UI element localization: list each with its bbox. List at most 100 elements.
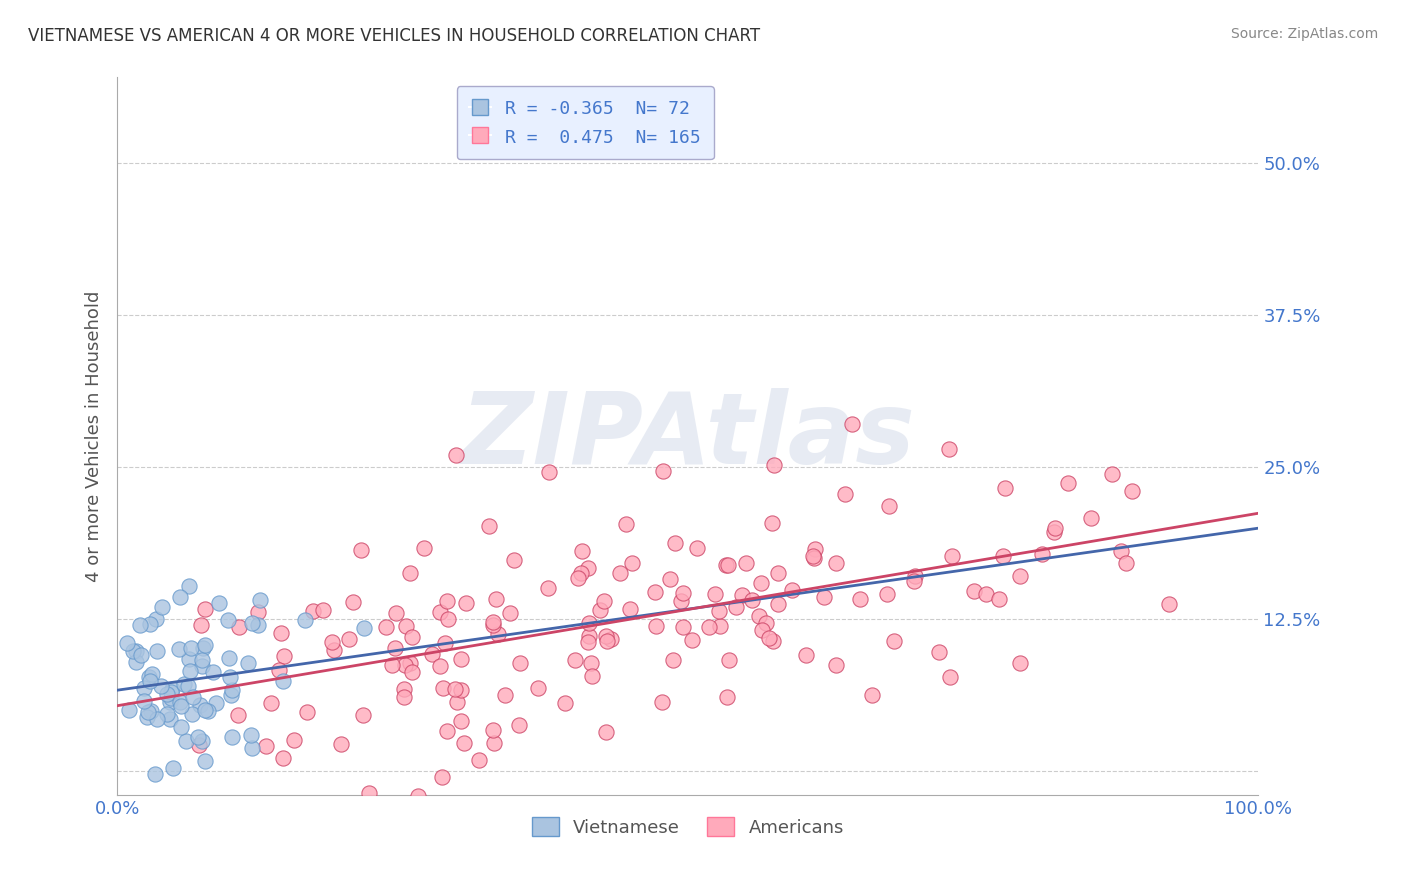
Point	[401, 630, 423, 644]
Point	[246, 618, 269, 632]
Point	[963, 583, 986, 598]
Point	[330, 737, 353, 751]
Point	[645, 619, 668, 633]
Point	[436, 724, 458, 739]
Point	[741, 592, 763, 607]
Point	[724, 599, 747, 614]
Point	[219, 669, 242, 683]
Point	[938, 442, 960, 457]
Point	[197, 704, 219, 718]
Point	[994, 481, 1017, 495]
Point	[1080, 510, 1102, 524]
Point	[125, 655, 148, 669]
Point	[139, 704, 162, 718]
Point	[651, 695, 673, 709]
Point	[191, 640, 214, 655]
Point	[162, 761, 184, 775]
Point	[412, 541, 434, 555]
Point	[595, 629, 617, 643]
Point	[156, 687, 179, 701]
Point	[1008, 568, 1031, 582]
Point	[609, 566, 631, 580]
Point	[430, 770, 453, 784]
Point	[704, 587, 727, 601]
Point	[444, 681, 467, 696]
Point	[149, 679, 172, 693]
Point	[801, 549, 824, 563]
Point	[129, 618, 152, 632]
Point	[183, 690, 205, 705]
Point	[824, 658, 846, 673]
Point	[312, 603, 335, 617]
Legend: Vietnamese, Americans: Vietnamese, Americans	[524, 810, 851, 844]
Point	[686, 541, 709, 555]
Point	[398, 566, 420, 580]
Point	[579, 657, 602, 671]
Point	[146, 643, 169, 657]
Point	[394, 619, 416, 633]
Point	[614, 516, 637, 531]
Point	[269, 663, 291, 677]
Point	[170, 698, 193, 713]
Point	[180, 641, 202, 656]
Point	[716, 558, 738, 572]
Point	[564, 652, 586, 666]
Point	[357, 786, 380, 800]
Point	[392, 682, 415, 697]
Point	[883, 634, 905, 648]
Point	[484, 736, 506, 750]
Point	[169, 695, 191, 709]
Point	[420, 647, 443, 661]
Point	[436, 594, 458, 608]
Point	[170, 720, 193, 734]
Point	[353, 621, 375, 635]
Point	[780, 583, 803, 598]
Point	[221, 683, 243, 698]
Point	[260, 696, 283, 710]
Point	[450, 651, 472, 665]
Point	[658, 572, 681, 586]
Point	[596, 634, 619, 648]
Point	[160, 685, 183, 699]
Point	[270, 625, 292, 640]
Point	[401, 665, 423, 680]
Point	[672, 620, 695, 634]
Point	[188, 698, 211, 712]
Point	[122, 644, 145, 658]
Point	[748, 609, 770, 624]
Point	[762, 634, 785, 648]
Point	[132, 694, 155, 708]
Point	[1159, 597, 1181, 611]
Point	[240, 616, 263, 631]
Point	[669, 594, 692, 608]
Point	[271, 751, 294, 765]
Point	[576, 635, 599, 649]
Point	[1008, 656, 1031, 670]
Point	[139, 674, 162, 689]
Point	[1109, 543, 1132, 558]
Point	[860, 689, 883, 703]
Point	[228, 620, 250, 634]
Point	[143, 767, 166, 781]
Point	[385, 606, 408, 620]
Point	[877, 499, 900, 513]
Point	[321, 634, 343, 648]
Point	[202, 665, 225, 680]
Point	[578, 629, 600, 643]
Point	[444, 448, 467, 462]
Point	[139, 617, 162, 632]
Point	[450, 714, 472, 729]
Point	[453, 736, 475, 750]
Point	[218, 651, 240, 665]
Point	[429, 606, 451, 620]
Point	[138, 706, 160, 720]
Point	[758, 631, 780, 645]
Point	[494, 689, 516, 703]
Point	[709, 619, 731, 633]
Point	[527, 681, 550, 695]
Point	[1031, 547, 1053, 561]
Point	[671, 586, 693, 600]
Point	[1115, 556, 1137, 570]
Point	[249, 593, 271, 607]
Point	[571, 543, 593, 558]
